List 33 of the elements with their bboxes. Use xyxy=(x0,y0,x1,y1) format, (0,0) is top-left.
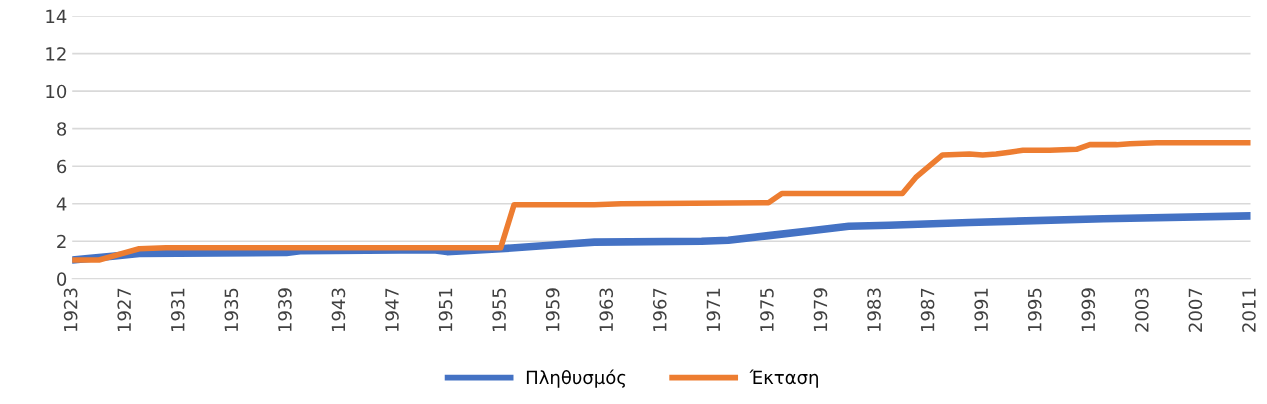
x-tick-label: 1955 xyxy=(492,288,506,332)
y-tick-label: 10 xyxy=(46,84,67,99)
x-tick-label: 1983 xyxy=(867,288,881,332)
x-tick-label: 1931 xyxy=(170,288,185,332)
x-tick-label: 1943 xyxy=(331,288,346,332)
y-tick-label: 8 xyxy=(57,122,67,136)
x-tick-label: 1967 xyxy=(652,288,667,332)
x-tick-label: 1935 xyxy=(224,288,239,332)
x-tick-label: 1959 xyxy=(545,288,560,332)
y-tick-label: 0 xyxy=(57,272,67,286)
x-tick-label: 1999 xyxy=(1081,288,1096,332)
x-tick-label: 1971 xyxy=(706,288,721,332)
x-tick-label: 1979 xyxy=(813,288,828,332)
x-tick-label: 1947 xyxy=(385,288,399,332)
x-tick-label: 2011 xyxy=(1242,288,1256,332)
x-tick-label: 1923 xyxy=(63,288,78,332)
x-tick-label: 1991 xyxy=(974,288,988,332)
x-tick-label: 2007 xyxy=(1188,288,1203,332)
x-tick-label: 1939 xyxy=(278,288,292,332)
x-tick-label: 1987 xyxy=(920,288,935,332)
x-tick-label: 1963 xyxy=(599,288,614,332)
x-tick-label: 2003 xyxy=(1134,288,1149,332)
y-tick-label: 12 xyxy=(46,47,66,61)
x-tick-label: 1927 xyxy=(117,288,132,332)
x-tick-label: 1975 xyxy=(760,288,774,332)
x-tick-label: 1995 xyxy=(1027,288,1042,332)
legend-label: Έκταση xyxy=(749,369,818,388)
y-tick-label: 2 xyxy=(57,234,66,249)
y-tick-label: 14 xyxy=(46,9,67,24)
legend-label: Πληθυσμός xyxy=(526,369,626,388)
x-tick-label: 1951 xyxy=(438,288,453,332)
y-tick-label: 4 xyxy=(56,197,67,211)
y-tick-label: 6 xyxy=(57,159,67,174)
